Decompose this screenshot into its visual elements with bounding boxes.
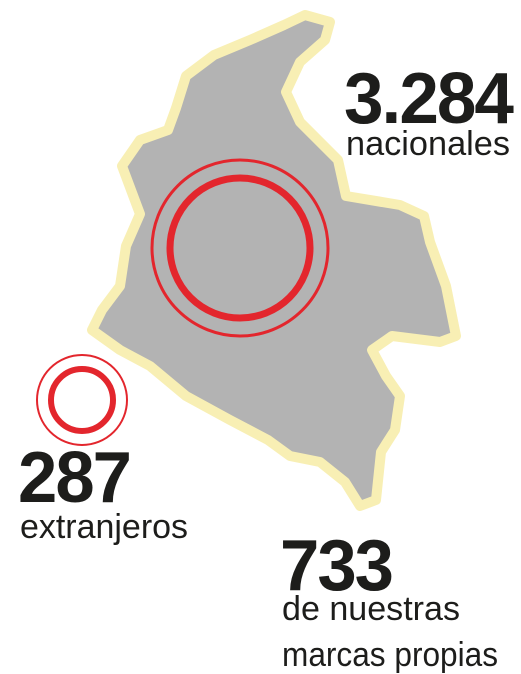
stat-number: 287 bbox=[18, 438, 130, 518]
stat-label: marcas propias bbox=[282, 636, 498, 674]
map-colombia bbox=[87, 10, 461, 511]
stat-number: 3.284 bbox=[344, 59, 514, 139]
small-circle-outer bbox=[36, 354, 128, 446]
stat-label: extranjeros bbox=[20, 508, 188, 546]
stat-label: de nuestras bbox=[282, 590, 460, 628]
stat-label: nacionales bbox=[346, 125, 510, 163]
big-circle-inner bbox=[166, 174, 314, 322]
stat-number: 733 bbox=[280, 526, 392, 606]
small-circle-inner bbox=[48, 366, 116, 434]
big-circle-outer bbox=[150, 158, 330, 338]
